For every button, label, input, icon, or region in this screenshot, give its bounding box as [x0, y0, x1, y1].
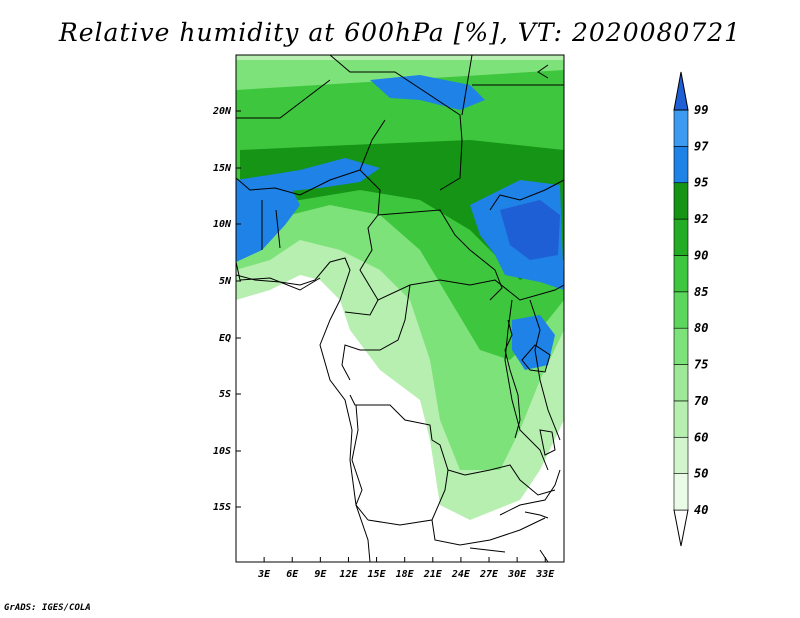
colorbar-box-95 [673, 146, 689, 184]
lat-label-5S: 5S [219, 389, 231, 400]
colorbar-cap-low [673, 509, 689, 547]
colorbar-label-70: 70 [694, 394, 708, 408]
grads-credit: GrADS: IGES/COLA [4, 603, 91, 613]
colorbar-label-99: 99 [694, 103, 708, 117]
lat-label-20N: 20N [212, 106, 232, 117]
colorbar-label-97: 97 [694, 139, 709, 153]
colorbar-label-90: 90 [694, 248, 708, 262]
saturated-region-lakes [512, 315, 555, 370]
lat-label-10N: 10N [213, 219, 232, 230]
lon-label-30E: 30E [507, 569, 527, 580]
colorbar-box-80 [673, 291, 689, 329]
colorbar: 40 50 60 70 75 80 85 90 92 95 97 99 [673, 71, 709, 547]
saturated-region-north [370, 75, 485, 110]
lat-label-5N: 5N [219, 276, 232, 287]
colorbar-label-40: 40 [694, 503, 708, 517]
lon-label-6E: 6E [286, 569, 299, 580]
map-plot-area [236, 55, 564, 562]
lon-label-33E: 33E [535, 569, 555, 580]
lon-label-9E: 9E [314, 569, 327, 580]
colorbar-box-75 [673, 327, 689, 365]
colorbar-box-70 [673, 364, 689, 402]
colorbar-box-90 [673, 218, 689, 256]
map-title: Relative humidity at 600hPa [%], VT: 202… [58, 18, 742, 47]
colorbar-label-92: 92 [694, 212, 708, 226]
colorbar-label-95: 95 [694, 176, 708, 190]
colorbar-box-97 [673, 109, 689, 147]
colorbar-box-60 [673, 400, 689, 438]
saturated-region-west [236, 176, 300, 262]
colorbar-label-85: 85 [694, 285, 708, 299]
colorbar-box-92 [673, 182, 689, 220]
country-borders [236, 55, 564, 562]
lat-label-15N: 15N [213, 163, 232, 174]
coastlines [236, 64, 556, 562]
colorbar-label-80: 80 [694, 321, 708, 335]
colorbar-label-75: 75 [694, 358, 708, 372]
lat-label-EQ: EQ [219, 333, 231, 344]
lon-label-3E: 3E [257, 569, 271, 580]
colorbar-box-40 [673, 473, 689, 511]
map-frame [235, 54, 565, 563]
lat-label-10S: 10S [213, 446, 231, 457]
colorbar-cap-high [673, 71, 689, 111]
latitude-axis: 20N 15N 10N 5N EQ 5S 10S 15S [212, 106, 241, 513]
colorbar-box-50 [673, 436, 689, 474]
saturated-region-sahel [250, 158, 380, 192]
lon-label-12E: 12E [339, 569, 358, 580]
lon-label-21E: 21E [423, 569, 443, 580]
colorbar-box-85 [673, 255, 689, 293]
colorbar-label-60: 60 [694, 430, 708, 444]
colorbar-label-50: 50 [694, 467, 708, 481]
lon-label-15E: 15E [368, 569, 387, 580]
lon-label-27E: 27E [479, 569, 499, 580]
lon-label-18E: 18E [396, 569, 415, 580]
saturated-region-core [500, 200, 560, 260]
lon-label-24E: 24E [451, 569, 471, 580]
lat-label-15S: 15S [213, 502, 231, 513]
longitude-axis: 3E 6E 9E 12E 15E 18E 21E 24E 27E 30E 33E [257, 557, 555, 580]
